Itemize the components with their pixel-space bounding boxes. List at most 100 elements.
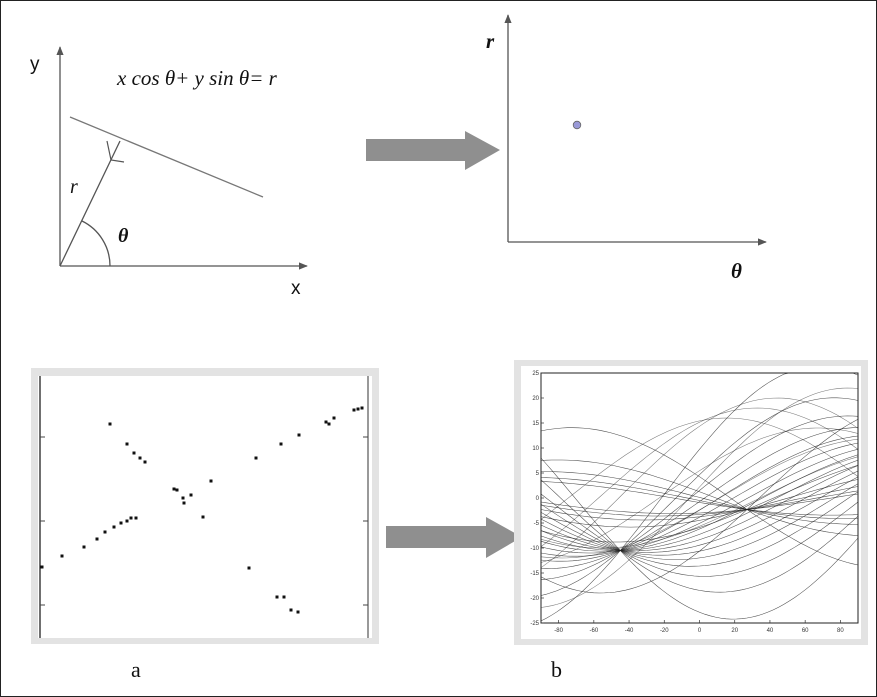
edge-point (40, 565, 44, 569)
line-diagram (56, 46, 308, 270)
y-tick-label: -25 (530, 621, 539, 627)
hough-equation: x cos θ+ y sin θ= r (117, 66, 277, 90)
edge-point (112, 525, 116, 529)
x-axis-label: x (291, 278, 301, 299)
edge-point (132, 451, 136, 455)
theta-arc (81, 220, 111, 267)
hough-curve (540, 438, 859, 559)
edge-point (95, 537, 99, 541)
edge-point (182, 501, 186, 505)
target-line (69, 116, 264, 198)
edge-point (125, 442, 129, 446)
theta-axis-label: θ (731, 259, 742, 283)
edge-point (360, 406, 364, 410)
hough-curve (540, 465, 859, 543)
edge-point (181, 496, 185, 500)
edge-point (125, 519, 129, 523)
y-tick-label: -5 (534, 521, 540, 527)
edge-point (209, 479, 213, 483)
edge-point (275, 595, 279, 599)
hough-curve (540, 372, 859, 622)
hough-curve (540, 456, 859, 549)
panel-a-plot (38, 376, 372, 638)
theta-angle-label: θ (118, 225, 129, 247)
r-segment-label: r (70, 176, 78, 198)
x-tick-label: 40 (767, 628, 774, 634)
right-angle-marker (106, 140, 125, 163)
hough-space-diagram (504, 14, 767, 246)
x-tick-label: -80 (554, 628, 563, 634)
edge-points (40, 406, 364, 614)
edge-point (201, 515, 205, 519)
transform-arrow-bottom (386, 517, 522, 558)
edge-point (279, 442, 283, 446)
panel-b-caption: b (551, 657, 562, 682)
hough-curve (540, 459, 859, 551)
edge-point (324, 420, 328, 424)
hough-curve (540, 415, 859, 580)
hough-curve (540, 427, 859, 566)
edge-point (352, 408, 356, 412)
edge-point (82, 545, 86, 549)
panel-a-caption: a (131, 657, 141, 682)
hough-curve (540, 418, 859, 594)
edge-point (172, 487, 176, 491)
hough-curve (540, 479, 859, 593)
y-tick-label: -20 (530, 596, 539, 602)
r-segment (59, 140, 121, 267)
hough-curve (540, 470, 859, 553)
hough-curve (540, 493, 859, 577)
edge-point (332, 416, 336, 420)
y-tick-label: -15 (530, 571, 539, 577)
hough-curve (540, 387, 859, 608)
y-tick-label: 5 (536, 471, 540, 477)
edge-point (297, 433, 301, 437)
panel-b: -80 -60 -40 -20 0 20 40 60 80 25 20 15 10 5 0 -5 -10 -15 -… (514, 360, 868, 645)
hough-curve (540, 486, 859, 521)
y-tick-label: 15 (532, 421, 539, 427)
edge-point (356, 407, 360, 411)
edge-point (103, 530, 107, 534)
edge-point (289, 608, 293, 612)
edge-point (254, 456, 258, 460)
edge-point (108, 422, 112, 426)
y-tick-label: 25 (532, 371, 539, 377)
edge-point (327, 422, 331, 426)
hough-curve (540, 490, 859, 517)
hough-curve (540, 479, 859, 528)
edge-point (60, 554, 64, 558)
hough-curve (540, 427, 859, 569)
edge-point (296, 610, 300, 614)
hough-curve (540, 442, 859, 557)
hough-curve (540, 459, 859, 536)
hough-curve (540, 491, 859, 567)
transform-arrow-top (366, 131, 500, 170)
panel-b-canvas (521, 366, 861, 639)
hough-curve (540, 407, 859, 547)
x-tick-label: 20 (731, 628, 738, 634)
x-tick-label: 80 (837, 628, 844, 634)
edge-point (175, 488, 179, 492)
hough-curve (540, 477, 859, 519)
hough-curve (540, 417, 859, 520)
hough-curve (540, 448, 859, 554)
y-tick-label: 20 (532, 396, 539, 402)
panel-a (31, 368, 379, 644)
x-tick-label: -40 (625, 628, 634, 634)
edge-point (143, 460, 147, 464)
x-tick-label: 0 (698, 628, 702, 634)
x-tick-label: 60 (802, 628, 809, 634)
hough-curve (540, 465, 859, 552)
hough-curve (540, 493, 859, 514)
x-tick-label: -60 (589, 628, 598, 634)
edge-point (282, 595, 286, 599)
edge-point (119, 521, 123, 525)
edge-point (247, 566, 251, 570)
edge-point (134, 516, 138, 520)
sinusoid-curves (540, 372, 859, 622)
hough-curve (540, 481, 859, 516)
edge-point (129, 516, 133, 520)
y-tick-label: 0 (536, 496, 540, 502)
hough-curve (541, 471, 858, 525)
